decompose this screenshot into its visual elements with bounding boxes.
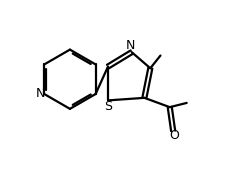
- Text: N: N: [125, 39, 135, 52]
- Text: S: S: [104, 100, 112, 113]
- Text: N: N: [36, 87, 45, 100]
- Text: O: O: [169, 129, 179, 142]
